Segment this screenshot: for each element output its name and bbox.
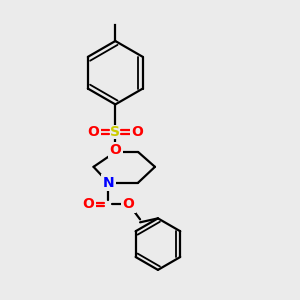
Polygon shape bbox=[112, 150, 118, 152]
Text: O: O bbox=[88, 125, 100, 139]
Text: S: S bbox=[110, 125, 120, 139]
Text: O: O bbox=[110, 143, 121, 157]
Text: O: O bbox=[122, 197, 134, 212]
Text: O: O bbox=[82, 197, 94, 212]
Text: N: N bbox=[103, 176, 114, 190]
Text: O: O bbox=[131, 125, 143, 139]
